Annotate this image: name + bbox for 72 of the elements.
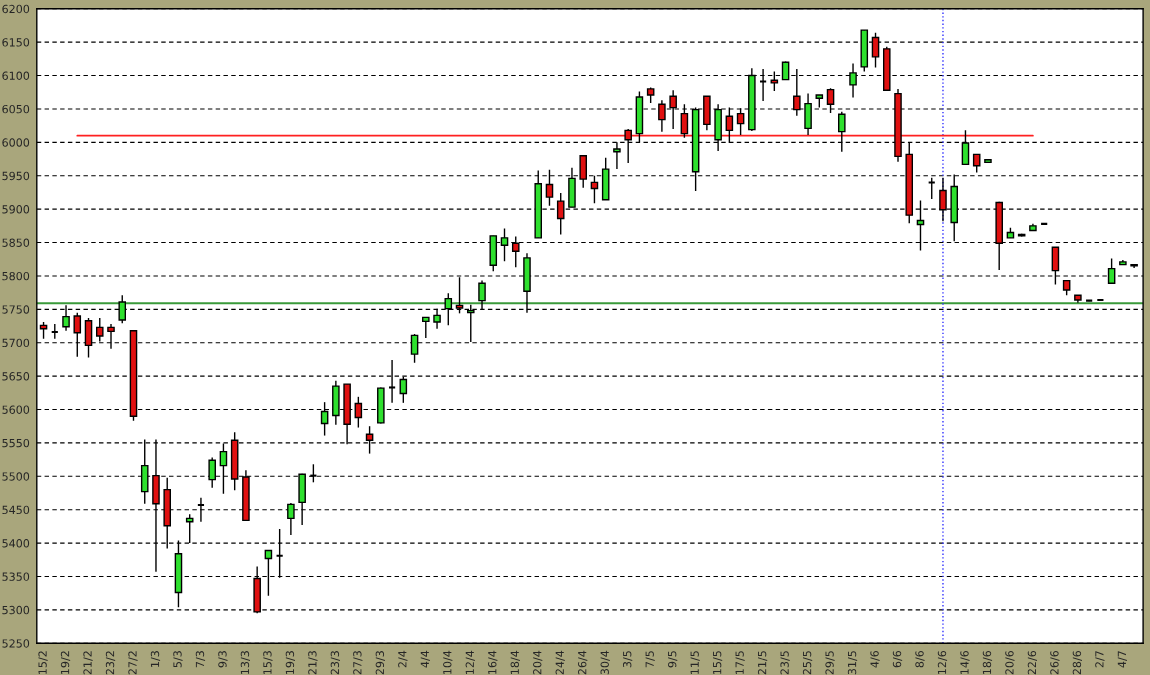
y-tick-label: 5350 <box>2 572 30 581</box>
x-tick-label: 4/4 <box>420 650 430 668</box>
y-tick-label: 5500 <box>2 472 30 481</box>
x-tick-label: 14/6 <box>960 650 970 674</box>
y-tick-label: 6150 <box>2 38 30 47</box>
x-tick-label: 29/3 <box>375 651 385 675</box>
x-tick-label: 17/5 <box>735 651 745 674</box>
x-tick-label: 28/6 <box>1072 650 1082 675</box>
candlestick <box>590 175 599 204</box>
x-tick-label: 12/4 <box>465 650 475 674</box>
y-tick-label: 5550 <box>2 438 30 448</box>
x-tick-label: 9/3 <box>218 651 228 668</box>
candlestick <box>422 316 430 339</box>
x-tick-label: 18/4 <box>510 650 520 674</box>
y-tick-label: 5900 <box>2 205 30 214</box>
x-tick-label: 15/2 <box>38 651 48 674</box>
x-tick-label: 3/5 <box>623 651 633 668</box>
x-tick-label: 19/3 <box>285 651 295 674</box>
y-tick-label: 5750 <box>2 305 30 314</box>
x-tick-label: 2/4 <box>398 650 408 668</box>
x-tick-label: 16/4 <box>488 650 498 674</box>
y-tick-label: 5250 <box>2 639 30 648</box>
candlestick <box>927 177 936 200</box>
x-tick-label: 9/5 <box>667 651 678 668</box>
x-tick-label: 7/3 <box>195 651 206 668</box>
y-tick-label: 6100 <box>2 71 30 80</box>
x-tick-label: 15/3 <box>263 651 273 674</box>
x-tick-label: 6/6 <box>892 650 903 668</box>
x-tick-label: 15/5 <box>713 651 723 674</box>
y-tick-label: 6000 <box>2 138 30 147</box>
x-tick-label: 21/3 <box>308 651 318 675</box>
y-tick-label: 6200 <box>2 4 30 14</box>
y-tick-label: 5600 <box>2 405 30 414</box>
x-tick-label: 18/6 <box>982 650 993 674</box>
x-tick-label: 7/5 <box>645 651 655 668</box>
x-tick-label: 23/2 <box>105 651 116 675</box>
x-tick-label: 4/6 <box>870 650 880 668</box>
y-tick-label: 5650 <box>2 372 30 381</box>
x-tick-label: 27/3 <box>353 651 363 675</box>
x-tick-label: 26/4 <box>578 650 588 675</box>
y-tick-label: 5700 <box>2 338 30 348</box>
x-tick-label: 4/7 <box>1117 651 1127 668</box>
y-tick-label: 5850 <box>2 238 30 247</box>
x-tick-label: 21/2 <box>83 651 93 675</box>
x-tick-label: 30/4 <box>600 650 610 675</box>
x-tick-label: 5/3 <box>173 651 183 668</box>
x-tick-label: 13/3 <box>240 651 251 674</box>
x-tick-label: 29/5 <box>825 651 835 675</box>
x-tick-label: 22/6 <box>1027 650 1038 675</box>
x-tick-label: 24/4 <box>555 650 565 675</box>
y-tick-label: 5450 <box>2 505 30 515</box>
x-tick-label: 25/5 <box>802 651 813 675</box>
x-tick-label: 23/3 <box>330 651 340 675</box>
y-tick-label: 5400 <box>2 539 30 548</box>
x-tick-label: 31/5 <box>847 651 858 675</box>
x-tick-label: 10/4 <box>443 650 453 674</box>
x-tick-label: 2/7 <box>1095 651 1105 668</box>
y-tick-label: 5800 <box>2 271 30 281</box>
x-tick-label: 19/2 <box>60 651 71 674</box>
x-tick-label: 27/2 <box>128 651 138 675</box>
x-tick-label: 12/6 <box>937 650 948 674</box>
x-tick-label: 8/6 <box>915 650 925 668</box>
x-tick-label: 20/6 <box>1005 650 1015 675</box>
x-tick-label: 26/6 <box>1050 650 1060 675</box>
y-tick-label: 5950 <box>2 171 30 181</box>
y-tick-label: 5300 <box>2 605 30 615</box>
x-tick-label: 23/5 <box>780 651 790 675</box>
x-tick-label: 21/5 <box>757 651 768 675</box>
y-tick-label: 6050 <box>2 104 30 114</box>
x-tick-label: 20/4 <box>533 650 543 675</box>
x-tick-label: 11/5 <box>690 651 700 674</box>
x-tick-label: 1/3 <box>150 651 161 667</box>
